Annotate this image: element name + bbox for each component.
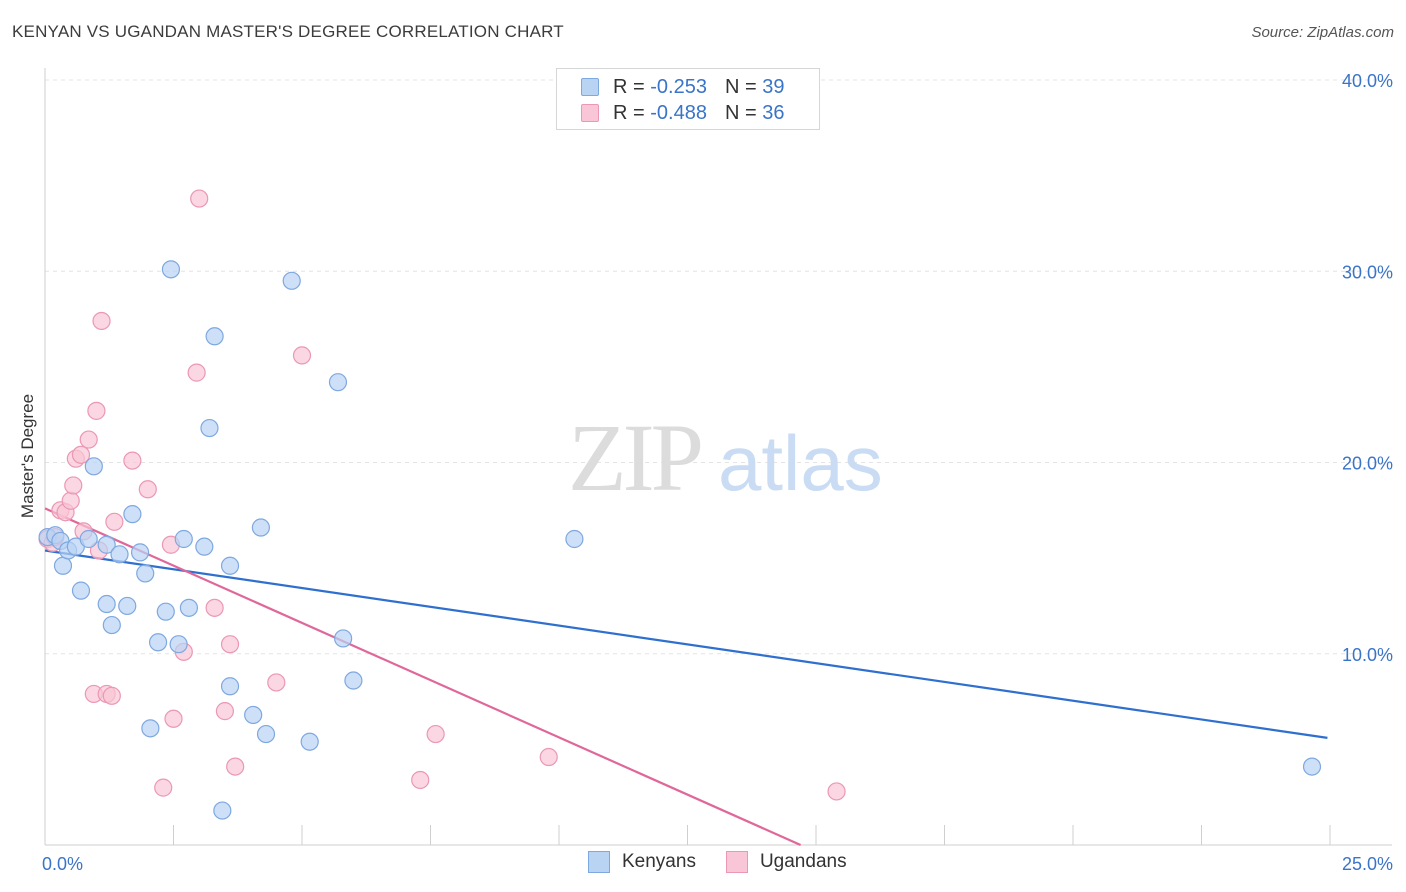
kenyans-swatch	[581, 78, 599, 96]
kenyans-point	[169, 635, 188, 654]
ugandans-swatch	[581, 104, 599, 122]
axes	[44, 68, 1392, 846]
kenyans-point	[130, 543, 150, 562]
ugandans-point	[164, 709, 183, 728]
kenyans-point	[205, 327, 224, 346]
ugandans-n-label: N =	[724, 101, 757, 124]
kenyans-point	[174, 529, 193, 549]
kenyans-point	[53, 556, 73, 575]
kenyans-n-value: 39	[762, 75, 785, 98]
ugandans-point	[71, 445, 91, 464]
kenyans-point	[141, 719, 160, 738]
kenyans-point	[334, 629, 353, 648]
ugandans-point	[292, 346, 312, 365]
kenyans-point	[1302, 757, 1322, 776]
ugandans-legend-swatch	[725, 851, 748, 873]
kenyans-point	[84, 457, 103, 476]
kenyans-r-label: R =	[613, 75, 645, 98]
kenyans-r-value: -0.253	[650, 75, 707, 98]
kenyans-point	[123, 505, 142, 524]
kenyans-point	[161, 260, 181, 279]
y-tick-label: 30.0%	[1342, 262, 1393, 282]
kenyans-point	[200, 418, 219, 438]
kenyans-point	[244, 705, 263, 725]
kenyans-point	[97, 535, 116, 554]
data-points	[38, 189, 1322, 820]
source-label: Source: ZipAtlas.com	[1251, 24, 1394, 41]
ugandans-point	[105, 512, 124, 531]
kenyans-point	[156, 602, 175, 621]
kenyans-point	[282, 271, 301, 290]
tick-labels: 10.0% 20.0% 30.0% 40.0% 0.0% 25.0%	[42, 71, 1393, 874]
kenyans-point	[97, 594, 116, 614]
ugandans-point	[87, 401, 106, 420]
gridlines	[45, 79, 1392, 655]
kenyans-point	[71, 581, 91, 600]
x-tick-label: 25.0%	[1342, 854, 1393, 874]
kenyans-point	[136, 564, 155, 583]
y-tick-label: 10.0%	[1342, 645, 1393, 665]
ugandans-point	[187, 363, 206, 382]
ugandans-point	[215, 702, 234, 721]
kenyans-point	[195, 537, 214, 556]
ugandans-point	[220, 635, 240, 654]
kenyans-point	[565, 529, 584, 549]
ugandans-point	[205, 598, 224, 617]
watermark-atlas: atlas	[718, 419, 883, 507]
stats-legend: R = -0.253 N = 39 R = -0.488 N = 36	[556, 68, 820, 130]
ugandans-point	[267, 673, 286, 692]
series-legend: Kenyans Ugandans	[588, 851, 877, 873]
kenyans-point	[110, 545, 129, 564]
ugandans-point	[102, 686, 121, 705]
ugandans-point	[154, 778, 173, 797]
kenyans-point	[256, 724, 276, 744]
kenyans-legend-swatch	[588, 851, 610, 873]
ugandans-point	[190, 189, 209, 208]
legend-row-kenyans: R = -0.253 N = 39	[581, 74, 784, 100]
ugandans-point	[226, 757, 245, 776]
ugandans-point	[64, 476, 83, 495]
ugandans-point	[827, 782, 846, 801]
y-tick-label: 40.0%	[1342, 71, 1393, 91]
watermark-zip: ZIP	[568, 404, 701, 511]
legend-item-ugandans[interactable]: Ugandans	[725, 851, 847, 873]
ugandans-r-label: R =	[613, 101, 645, 124]
y-tick-label: 20.0%	[1342, 454, 1393, 474]
ugandans-point	[539, 747, 558, 767]
ugandans-point	[79, 430, 98, 449]
kenyans-point	[179, 598, 199, 617]
kenyans-point	[344, 671, 363, 690]
x-tick-label: 0.0%	[42, 854, 83, 874]
ugandans-point	[92, 311, 111, 331]
ugandans-point	[426, 724, 445, 744]
kenyans-trend-line	[44, 549, 1328, 739]
kenyans-point	[213, 801, 232, 820]
kenyans-point	[118, 596, 137, 616]
watermark: ZIP atlas	[568, 404, 883, 511]
trend-lines	[44, 507, 1328, 847]
kenyans-point	[220, 556, 240, 575]
ugandans-point	[123, 451, 142, 470]
ugandans-legend-label: Ugandans	[759, 851, 847, 872]
kenyans-legend-label: Kenyans	[622, 851, 696, 872]
ugandans-point	[138, 480, 157, 499]
chart-title: KENYAN VS UGANDAN MASTER'S DEGREE CORREL…	[12, 22, 564, 41]
legend-item-kenyans[interactable]: Kenyans	[588, 851, 696, 873]
kenyans-point	[148, 633, 168, 652]
ugandans-r-value: -0.488	[650, 101, 707, 124]
ugandans-point	[61, 491, 80, 510]
kenyans-n-label: N =	[724, 75, 757, 98]
ugandans-trend-line	[44, 507, 802, 847]
ugandans-point	[411, 770, 430, 790]
ugandans-n-value: 36	[762, 101, 785, 124]
legend-row-ugandans: R = -0.488 N = 36	[581, 100, 784, 126]
kenyans-point	[79, 529, 98, 549]
kenyans-point	[328, 373, 348, 392]
kenyans-point	[300, 732, 319, 751]
kenyans-point	[251, 518, 270, 537]
kenyans-point	[102, 615, 121, 635]
kenyans-point	[220, 677, 240, 696]
